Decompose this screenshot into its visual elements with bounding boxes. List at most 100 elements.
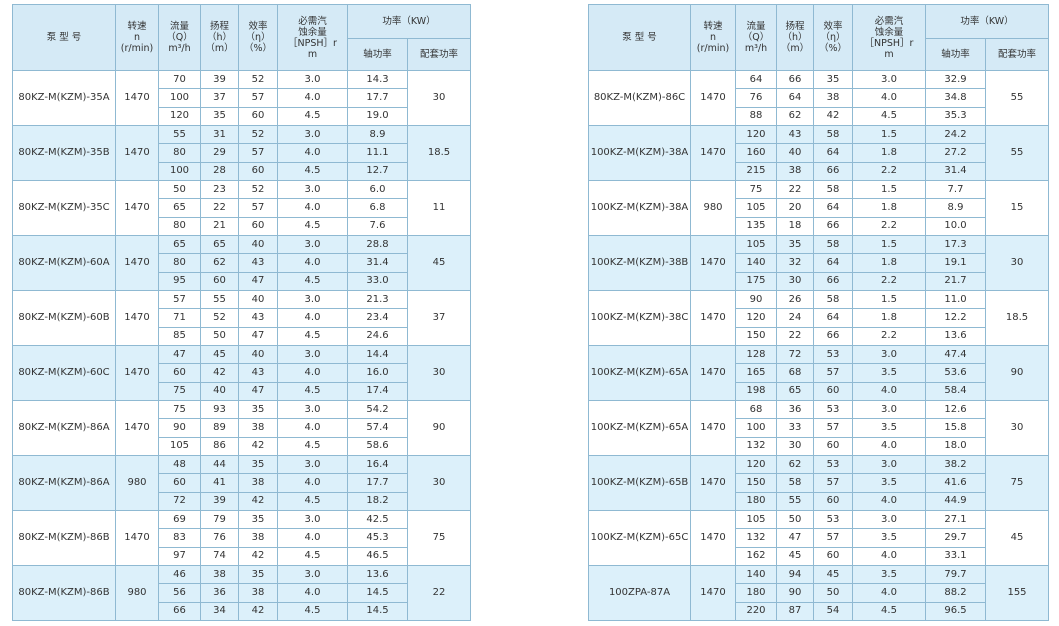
model-cell: 100KZ-M(KZM)-65B	[589, 456, 691, 511]
speed-cell: 1470	[116, 126, 159, 181]
header-cell: 流量 （Q） m³/h	[736, 5, 777, 71]
data-cell: 24	[777, 309, 814, 328]
data-cell: 8.9	[926, 199, 986, 218]
speed-cell: 980	[116, 566, 159, 621]
data-cell: 7.6	[348, 217, 408, 236]
speed-cell: 1470	[116, 291, 159, 346]
speed-cell: 1470	[691, 236, 736, 291]
data-cell: 4.5	[278, 327, 348, 346]
data-cell: 120	[736, 126, 777, 145]
data-cell: 7.7	[926, 181, 986, 200]
data-cell: 12.6	[926, 401, 986, 420]
data-cell: 13.6	[926, 327, 986, 346]
data-cell: 29	[201, 144, 239, 163]
data-cell: 11.1	[348, 144, 408, 163]
data-cell: 100	[159, 162, 201, 181]
data-cell: 2.2	[853, 272, 926, 291]
data-cell: 33.0	[348, 272, 408, 291]
data-cell: 43	[239, 309, 278, 328]
data-cell: 47	[159, 346, 201, 365]
model-cell: 80KZ-M(KZM)-60B	[13, 291, 116, 346]
data-cell: 38.2	[926, 456, 986, 475]
data-cell: 38	[239, 474, 278, 493]
data-cell: 65	[159, 236, 201, 255]
data-cell: 135	[736, 217, 777, 236]
data-cell: 100	[736, 419, 777, 438]
data-cell: 72	[159, 492, 201, 511]
data-cell: 65	[159, 199, 201, 218]
speed-cell: 1470	[691, 401, 736, 456]
data-cell: 41.6	[926, 474, 986, 493]
data-cell: 17.4	[348, 382, 408, 401]
model-cell: 80KZ-M(KZM)-35B	[13, 126, 116, 181]
data-cell: 1.8	[853, 254, 926, 273]
data-cell: 29.7	[926, 529, 986, 548]
model-cell: 100KZ-M(KZM)-38A	[589, 181, 691, 236]
data-cell: 22	[201, 199, 239, 218]
data-cell: 100	[159, 89, 201, 108]
data-cell: 3.0	[278, 401, 348, 420]
data-cell: 3.0	[278, 181, 348, 200]
data-cell: 15.8	[926, 419, 986, 438]
data-cell: 4.0	[853, 547, 926, 566]
model-cell: 100KZ-M(KZM)-38A	[589, 126, 691, 181]
data-cell: 21.3	[348, 291, 408, 310]
model-cell: 100KZ-M(KZM)-65A	[589, 401, 691, 456]
data-cell: 132	[736, 437, 777, 456]
data-cell: 35	[239, 401, 278, 420]
model-cell: 100KZ-M(KZM)-38B	[589, 236, 691, 291]
data-cell: 33.1	[926, 547, 986, 566]
data-cell: 32	[777, 254, 814, 273]
speed-cell: 1470	[116, 511, 159, 566]
data-cell: 55	[777, 492, 814, 511]
data-cell: 65	[777, 382, 814, 401]
data-cell: 87	[777, 602, 814, 621]
data-cell: 57	[159, 291, 201, 310]
data-cell: 58	[814, 236, 853, 255]
data-cell: 80	[159, 254, 201, 273]
data-cell: 28.8	[348, 236, 408, 255]
data-cell: 43	[777, 126, 814, 145]
data-cell: 4.5	[278, 492, 348, 511]
data-cell: 3.0	[853, 456, 926, 475]
data-cell: 57	[239, 89, 278, 108]
data-cell: 220	[736, 602, 777, 621]
speed-cell: 1470	[116, 181, 159, 236]
data-cell: 4.0	[278, 474, 348, 493]
data-cell: 37	[201, 89, 239, 108]
data-cell: 10.0	[926, 217, 986, 236]
data-cell: 47	[239, 327, 278, 346]
power-cell: 22	[408, 566, 471, 621]
data-cell: 96.5	[926, 602, 986, 621]
power-cell: 55	[986, 126, 1049, 181]
power-cell: 30	[408, 346, 471, 401]
data-cell: 105	[736, 236, 777, 255]
speed-cell: 980	[116, 456, 159, 511]
data-cell: 105	[159, 437, 201, 456]
header-cell: 泵 型 号	[589, 5, 691, 71]
data-cell: 3.5	[853, 529, 926, 548]
model-cell: 100ZPA-87A	[589, 566, 691, 621]
data-cell: 60	[201, 272, 239, 291]
data-cell: 20	[777, 199, 814, 218]
data-cell: 46.5	[348, 547, 408, 566]
data-cell: 120	[159, 107, 201, 126]
data-cell: 89	[201, 419, 239, 438]
data-cell: 72	[777, 346, 814, 365]
data-cell: 53	[814, 346, 853, 365]
data-cell: 21	[201, 217, 239, 236]
data-cell: 4.0	[278, 89, 348, 108]
header-cell: 功率（KW）	[348, 5, 471, 39]
data-cell: 140	[736, 566, 777, 585]
data-cell: 3.5	[853, 566, 926, 585]
data-cell: 6.0	[348, 181, 408, 200]
speed-cell: 1470	[691, 511, 736, 566]
data-cell: 42	[814, 107, 853, 126]
data-cell: 58	[814, 181, 853, 200]
data-cell: 52	[201, 309, 239, 328]
data-cell: 3.0	[278, 291, 348, 310]
data-cell: 65	[201, 236, 239, 255]
data-cell: 40	[239, 291, 278, 310]
data-cell: 44	[201, 456, 239, 475]
data-cell: 36	[201, 584, 239, 603]
